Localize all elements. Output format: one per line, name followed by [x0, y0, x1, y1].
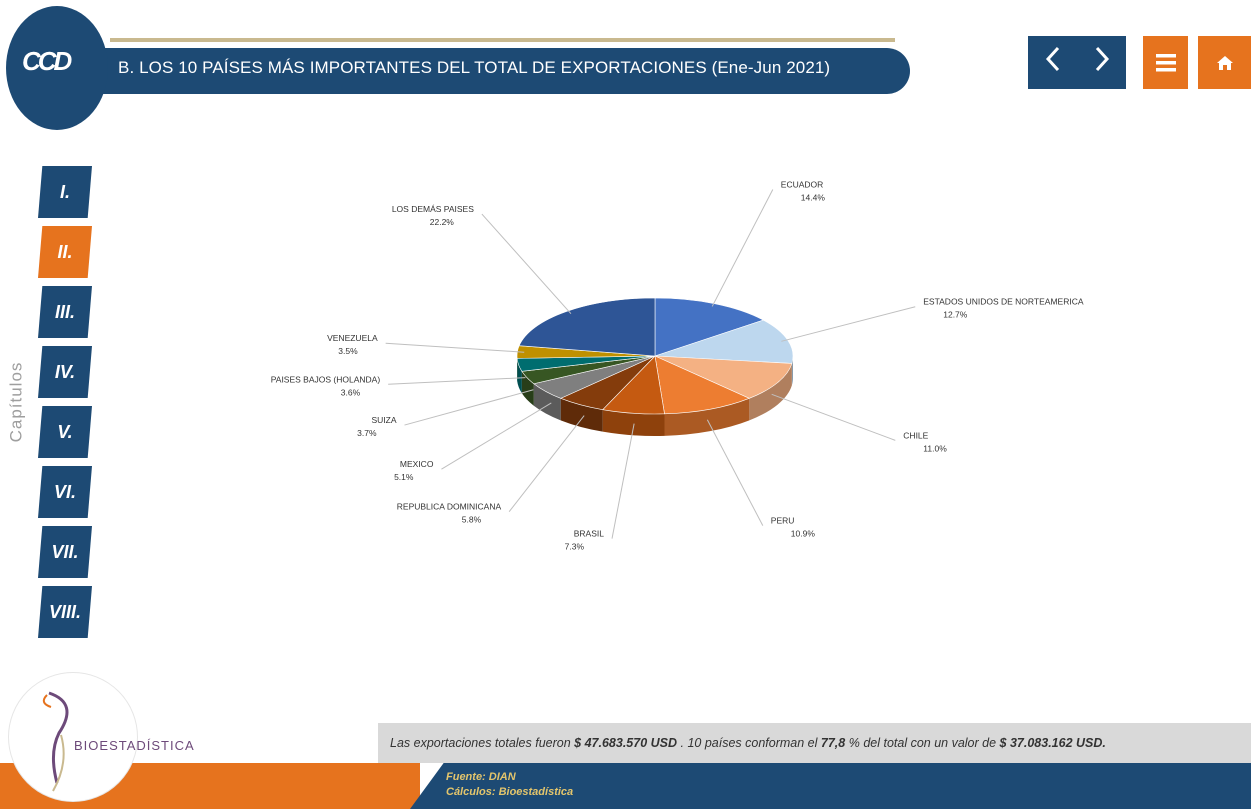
- footer-calc: Cálculos: Bioestadística: [446, 786, 574, 798]
- chapter-button[interactable]: I.: [38, 166, 92, 218]
- slice-label: MEXICO: [400, 459, 434, 469]
- header-bar: [70, 48, 910, 94]
- slice-value-label: 3.7%: [357, 428, 377, 438]
- pie-slice: [654, 319, 794, 364]
- pie-slice-side: [521, 371, 534, 406]
- chapter-button[interactable]: VI.: [38, 466, 92, 518]
- slice-value-label: 3.6%: [341, 387, 361, 397]
- leader-line: [781, 306, 916, 342]
- summary-text-3: % del total con un valor de: [848, 736, 997, 750]
- summary-total: $ 47.683.570: [574, 736, 648, 750]
- slice-label: SUIZA: [371, 415, 396, 425]
- footer-blue-band: [410, 763, 1251, 809]
- pie-slice-side: [664, 398, 750, 436]
- bioestadistica-logo: [8, 672, 138, 802]
- pie-slice: [654, 355, 751, 415]
- chapter-button[interactable]: VIII.: [38, 586, 92, 638]
- summary-percent: 77,8: [820, 736, 846, 750]
- slice-label: PERU: [771, 516, 795, 526]
- summary-unit-2: USD.: [1076, 736, 1106, 750]
- header-accent-line: [110, 38, 895, 42]
- page-title: B. LOS 10 PAÍSES MÁS IMPORTANTES DEL TOT…: [118, 58, 831, 77]
- pie-slice-side: [749, 363, 792, 421]
- chapter-button[interactable]: IV.: [38, 346, 92, 398]
- slice-value-label: 7.3%: [565, 542, 585, 552]
- leader-line: [388, 377, 526, 385]
- leader-line: [711, 189, 774, 307]
- slice-value-label: 22.2%: [430, 217, 455, 227]
- summary-unit-1: USD: [650, 736, 678, 750]
- pie-slice-side: [602, 409, 665, 436]
- summary-bar: Las exportaciones totales fueron $ 47.68…: [378, 723, 1251, 763]
- pie-slice: [518, 297, 656, 357]
- slice-value-label: 5.8%: [462, 515, 482, 525]
- slice-value-label: 5.1%: [394, 472, 414, 482]
- chapter-button[interactable]: V.: [38, 406, 92, 458]
- slice-label: BRASIL: [574, 529, 605, 539]
- summary-text-1: Las exportaciones totales fueron: [390, 736, 571, 750]
- pie-slice-side: [517, 358, 522, 394]
- chevron-right-icon[interactable]: [1077, 44, 1126, 82]
- chapter-button[interactable]: II.: [38, 226, 92, 278]
- footer-credits: Fuente: DIAN Cálculos: Bioestadística: [446, 770, 573, 800]
- pie-slice-side: [533, 383, 561, 421]
- slice-label: ESTADOS UNIDOS DE NORTEAMERICA: [923, 297, 1084, 307]
- slice-label: CHILE: [903, 430, 928, 440]
- leader-line: [385, 342, 525, 353]
- bird-logo-icon: [42, 691, 69, 792]
- leader-line: [404, 389, 534, 426]
- leader-line: [771, 393, 896, 441]
- leader-line: [481, 213, 572, 315]
- logo-text: CCD: [22, 46, 72, 76]
- slice-label: PAISES BAJOS (HOLANDA): [271, 374, 381, 384]
- slice-value-label: 10.9%: [791, 529, 816, 539]
- slice-label: ECUADOR: [781, 180, 824, 190]
- slice-label: VENEZUELA: [327, 333, 378, 343]
- slice-value-label: 11.0%: [923, 443, 947, 453]
- footer-source: Fuente: DIAN: [446, 771, 516, 783]
- slice-value-label: 3.5%: [338, 346, 358, 356]
- chapter-button[interactable]: VII.: [38, 526, 92, 578]
- slice-label: REPUBLICA DOMINICANA: [397, 502, 502, 512]
- summary-value: $ 37.083.162: [999, 736, 1073, 750]
- pie-slice: [654, 355, 793, 399]
- slice-value-label: 14.4%: [801, 193, 826, 203]
- menu-icon: [1155, 53, 1176, 71]
- bioestadistica-brand: BIOESTADÍSTICA: [74, 738, 195, 753]
- chapter-button[interactable]: III.: [38, 286, 92, 338]
- menu-button[interactable]: [1143, 36, 1188, 89]
- slice-value-label: 12.7%: [943, 310, 968, 320]
- prev-next-group: [1028, 36, 1126, 89]
- leader-line: [508, 415, 585, 512]
- pie-slice-side: [560, 398, 603, 432]
- summary-text-2: . 10 países conforman el: [680, 736, 818, 750]
- leader-line: [706, 419, 764, 526]
- home-button[interactable]: [1198, 36, 1251, 89]
- logo: [6, 6, 108, 130]
- chevron-left-icon[interactable]: [1028, 44, 1077, 82]
- leader-line: [611, 423, 635, 539]
- home-icon: [1216, 55, 1233, 70]
- slice-label: LOS DEMÁS PAISES: [392, 204, 474, 214]
- pie-slice: [654, 297, 765, 357]
- leader-line: [441, 402, 552, 470]
